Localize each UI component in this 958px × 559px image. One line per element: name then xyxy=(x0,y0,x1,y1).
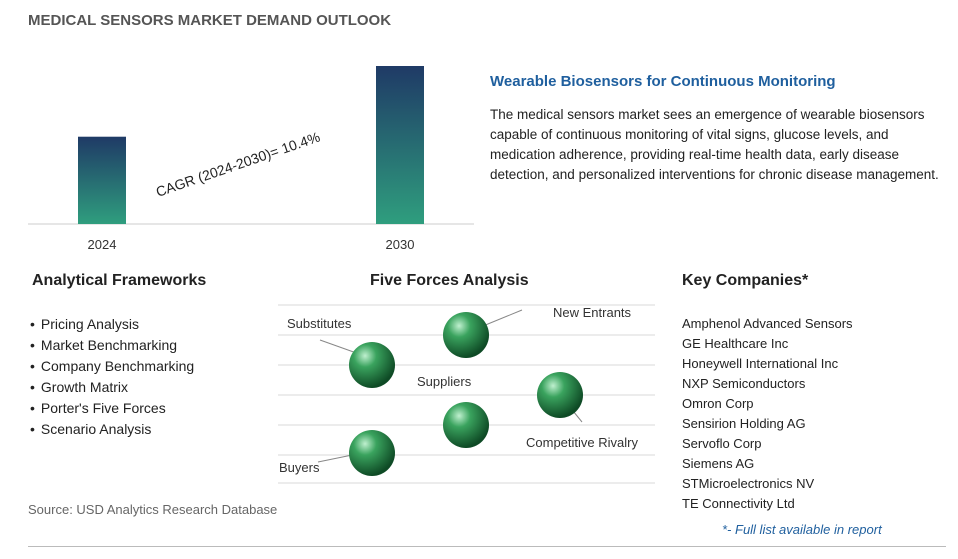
company-item: STMicroelectronics NV xyxy=(682,476,815,491)
five-forces-diagram: Substitutes New Entrants Suppliers Compe… xyxy=(278,304,655,484)
company-item: Sensirion Holding AG xyxy=(682,416,806,431)
bottom-divider xyxy=(28,546,946,547)
company-item: Honeywell International Inc xyxy=(682,356,839,371)
company-item: TE Connectivity Ltd xyxy=(682,496,795,511)
cagr-annotation: CAGR (2024-2030)= 10.4% xyxy=(154,129,322,200)
framework-item: Growth Matrix xyxy=(30,377,194,398)
x-tick-label-2024: 2024 xyxy=(88,237,117,252)
insight-title: Wearable Biosensors for Continuous Monit… xyxy=(490,73,836,90)
frameworks-title: Analytical Frameworks xyxy=(32,272,207,289)
company-item: GE Healthcare Inc xyxy=(682,336,789,351)
company-item: Amphenol Advanced Sensors xyxy=(682,316,853,331)
force-label-buyers: Buyers xyxy=(279,460,320,475)
force-ball-buyers xyxy=(349,430,395,476)
force-ball-competitive-rivalry xyxy=(537,372,583,418)
company-item: NXP Semiconductors xyxy=(682,376,806,391)
market-bar-chart: 2024 2030 CAGR (2024-2030)= 10.4% xyxy=(28,66,474,252)
force-label-suppliers: Suppliers xyxy=(417,374,472,389)
framework-item: Porter's Five Forces xyxy=(30,398,194,419)
bar-2024 xyxy=(78,136,126,224)
company-item: Servoflo Corp xyxy=(682,436,762,451)
framework-item: Company Benchmarking xyxy=(30,356,194,377)
framework-item: Scenario Analysis xyxy=(30,419,194,440)
frameworks-list: Pricing Analysis Market Benchmarking Com… xyxy=(30,314,194,440)
insight-body: The medical sensors market sees an emerg… xyxy=(490,107,939,182)
force-ball-suppliers xyxy=(443,402,489,448)
page-title: MEDICAL SENSORS MARKET DEMAND OUTLOOK xyxy=(28,12,392,29)
force-label-competitive-rivalry: Competitive Rivalry xyxy=(526,435,638,450)
framework-item: Pricing Analysis xyxy=(30,314,194,335)
force-label-new-entrants: New Entrants xyxy=(553,305,632,320)
source-note: Source: USD Analytics Research Database xyxy=(28,502,278,517)
bar-2030 xyxy=(376,66,424,224)
force-ball-new-entrants xyxy=(443,312,489,358)
force-ball-substitutes xyxy=(349,342,395,388)
companies-footnote: *- Full list available in report xyxy=(722,522,882,537)
x-tick-label-2030: 2030 xyxy=(386,237,415,252)
company-item: Siemens AG xyxy=(682,456,755,471)
force-label-substitutes: Substitutes xyxy=(287,316,352,331)
companies-title: Key Companies* xyxy=(682,272,809,289)
framework-item: Market Benchmarking xyxy=(30,335,194,356)
company-item: Omron Corp xyxy=(682,396,754,411)
bars-group: 2024 2030 xyxy=(78,66,424,252)
five-forces-title: Five Forces Analysis xyxy=(370,272,529,289)
companies-list: Amphenol Advanced Sensors GE Healthcare … xyxy=(682,314,853,514)
